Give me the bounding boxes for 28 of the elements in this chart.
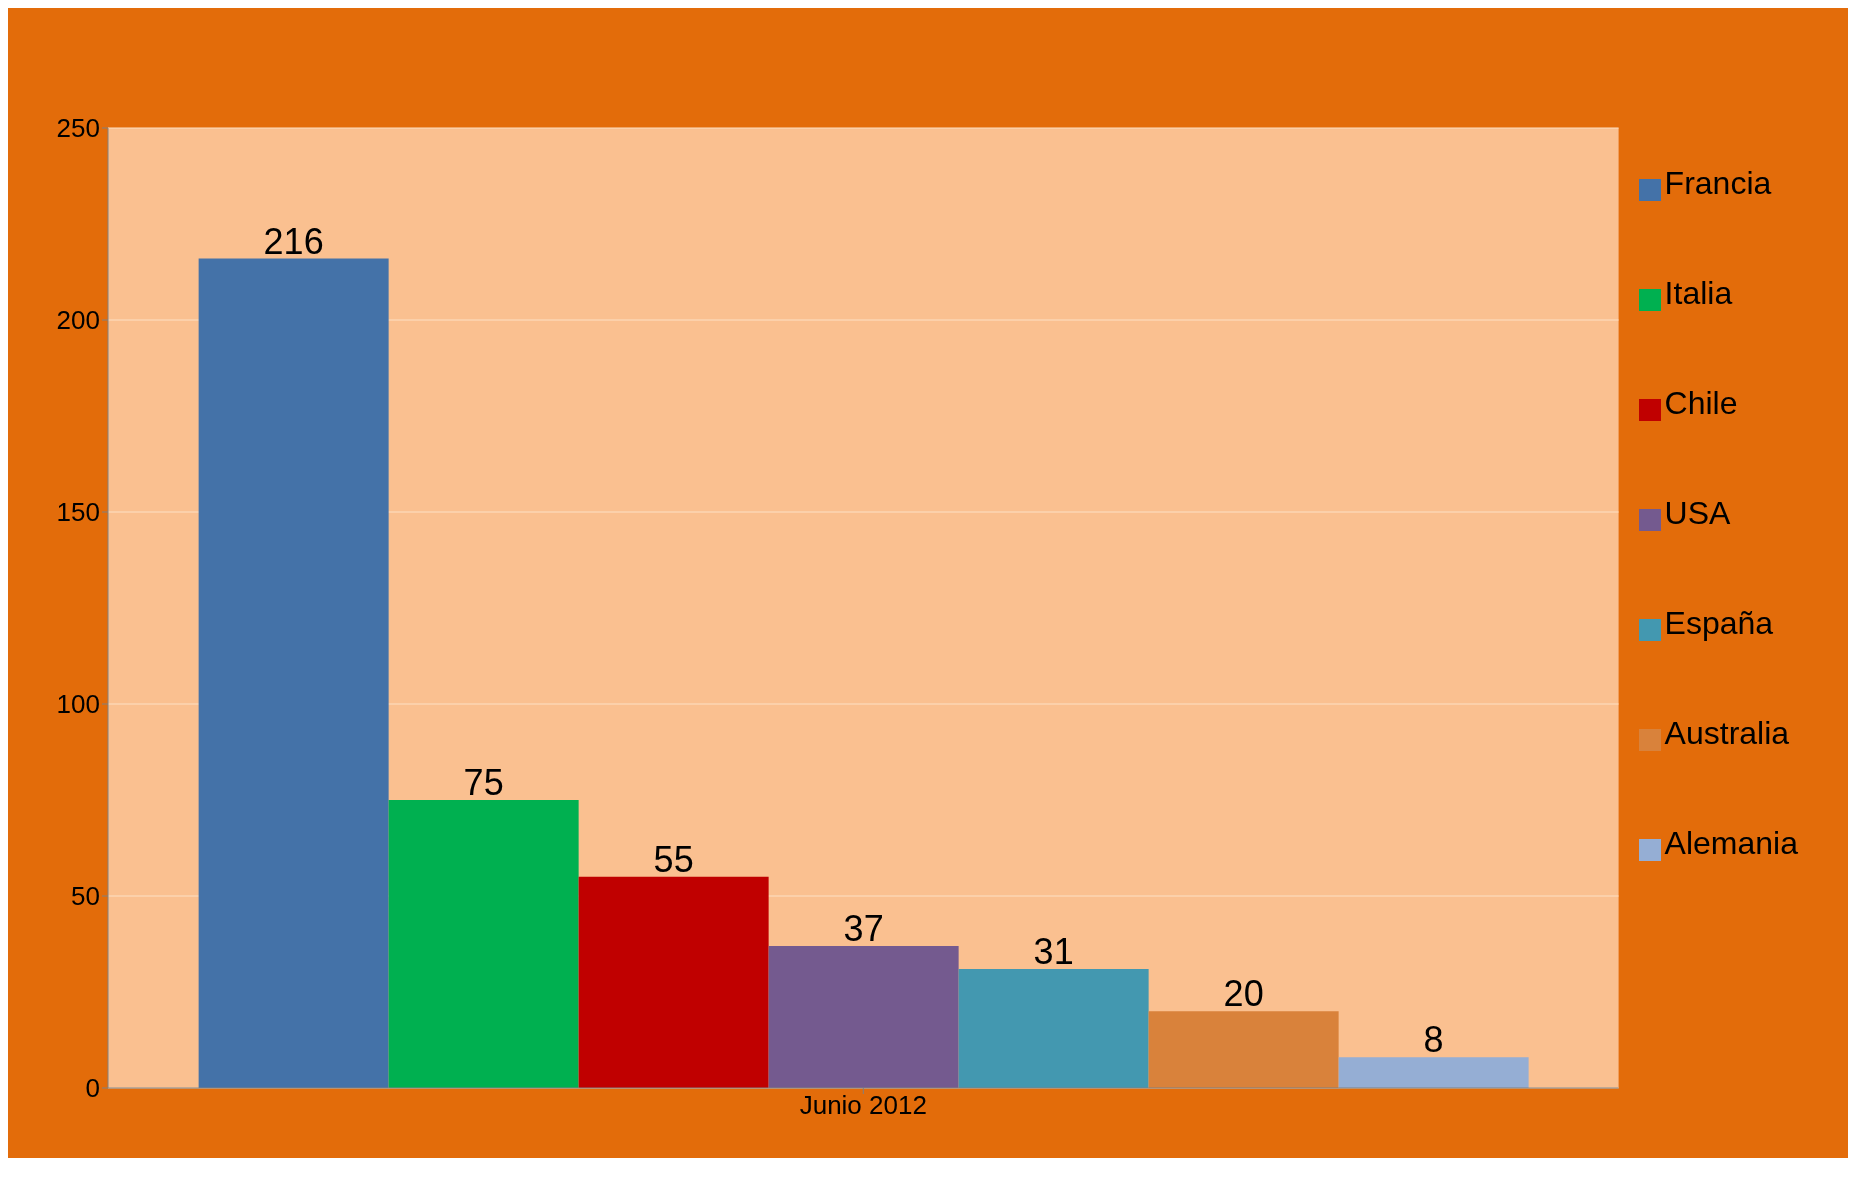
legend-label: Italia (1664, 275, 1733, 311)
y-tick-label: 0 (85, 1073, 100, 1104)
y-tick-label: 250 (56, 113, 100, 144)
data-label: 20 (1223, 973, 1264, 1015)
bar (578, 876, 769, 1088)
legend-label: Chile (1664, 385, 1738, 421)
data-label: 37 (843, 907, 884, 949)
legend-label: USA (1664, 495, 1731, 531)
data-label: 8 (1423, 1019, 1444, 1061)
data-label: 31 (1033, 930, 1074, 972)
y-tick-label: 100 (56, 689, 100, 720)
y-tick-label: 200 (56, 305, 100, 336)
bar (768, 945, 959, 1088)
data-label: 55 (653, 838, 694, 880)
x-tick-label: Junio 2012 (799, 1090, 927, 1121)
y-tick-label: 150 (56, 497, 100, 528)
legend-label: España (1664, 605, 1774, 641)
y-tick-label: 50 (71, 881, 100, 912)
legend-label: Alemania (1664, 825, 1798, 861)
data-label: 216 (263, 220, 324, 262)
legend-label: Francia (1664, 165, 1772, 201)
bar (198, 258, 389, 1088)
bar (1148, 1011, 1339, 1088)
data-label: 75 (463, 762, 504, 803)
bar (958, 968, 1149, 1088)
bar (388, 800, 579, 1088)
legend-label: Australia (1664, 715, 1790, 751)
bar (1338, 1057, 1529, 1088)
